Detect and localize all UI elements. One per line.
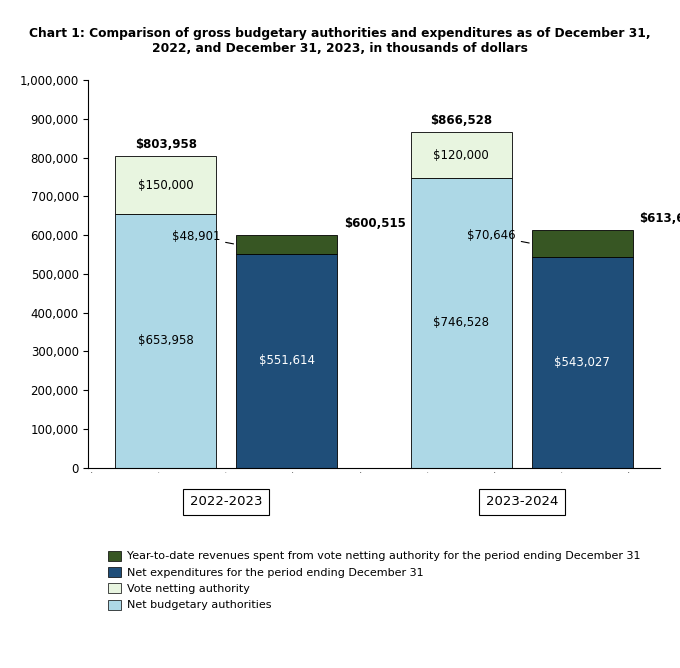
Text: $653,958: $653,958 bbox=[138, 335, 194, 347]
Text: $600,515: $600,515 bbox=[344, 217, 406, 230]
Text: $803,958: $803,958 bbox=[135, 138, 197, 152]
Text: Chart 1: Comparison of gross budgetary authorities and expenditures as of Decemb: Chart 1: Comparison of gross budgetary a… bbox=[29, 27, 651, 55]
Text: $120,000: $120,000 bbox=[433, 148, 489, 162]
Bar bbox=[532, 257, 632, 468]
Bar bbox=[411, 132, 512, 178]
Text: $48,901: $48,901 bbox=[171, 230, 233, 244]
Bar bbox=[236, 254, 337, 468]
Text: $150,000: $150,000 bbox=[138, 178, 194, 192]
Text: 2023-2024: 2023-2024 bbox=[486, 496, 558, 508]
Bar bbox=[532, 230, 632, 257]
Bar bbox=[116, 214, 216, 468]
Text: $746,528: $746,528 bbox=[433, 317, 490, 329]
Text: 2022-2023: 2022-2023 bbox=[190, 496, 262, 508]
Bar bbox=[236, 235, 337, 254]
Bar bbox=[411, 178, 512, 468]
Text: $551,614: $551,614 bbox=[258, 354, 315, 367]
Legend: Year-to-date revenues spent from vote netting authority for the period ending De: Year-to-date revenues spent from vote ne… bbox=[108, 550, 640, 611]
Text: $70,646: $70,646 bbox=[467, 229, 529, 243]
Bar bbox=[116, 156, 216, 214]
Text: $613,673: $613,673 bbox=[639, 212, 680, 225]
Text: $866,528: $866,528 bbox=[430, 114, 492, 127]
Text: $543,027: $543,027 bbox=[554, 356, 610, 369]
